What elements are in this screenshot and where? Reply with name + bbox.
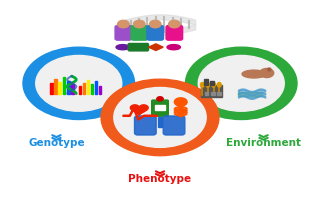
Bar xyxy=(58,82,61,94)
Ellipse shape xyxy=(268,68,271,71)
Polygon shape xyxy=(148,44,163,51)
Bar xyxy=(71,84,74,94)
Circle shape xyxy=(149,20,161,28)
Ellipse shape xyxy=(167,45,180,50)
Bar xyxy=(204,92,208,95)
Bar xyxy=(201,85,222,97)
Bar xyxy=(210,81,214,85)
Circle shape xyxy=(260,68,274,78)
Bar xyxy=(62,77,65,94)
FancyBboxPatch shape xyxy=(115,26,132,40)
Circle shape xyxy=(157,97,163,101)
FancyBboxPatch shape xyxy=(134,116,156,135)
Circle shape xyxy=(118,20,129,28)
Ellipse shape xyxy=(212,83,215,87)
FancyBboxPatch shape xyxy=(152,100,168,116)
Bar xyxy=(50,83,53,94)
Text: Environment: Environment xyxy=(226,138,301,148)
Text: Phenotype: Phenotype xyxy=(128,175,192,184)
Bar xyxy=(67,81,69,94)
FancyBboxPatch shape xyxy=(166,26,183,40)
Bar xyxy=(238,92,262,96)
Polygon shape xyxy=(130,105,148,115)
Bar xyxy=(180,103,182,116)
Bar xyxy=(155,105,165,110)
Ellipse shape xyxy=(200,83,204,87)
Bar xyxy=(54,79,57,94)
Bar xyxy=(79,86,81,94)
Circle shape xyxy=(101,79,219,156)
FancyBboxPatch shape xyxy=(128,43,148,51)
Bar xyxy=(204,79,208,85)
Circle shape xyxy=(36,56,122,111)
Circle shape xyxy=(169,20,180,28)
Circle shape xyxy=(198,56,284,111)
Circle shape xyxy=(186,47,297,119)
FancyBboxPatch shape xyxy=(147,26,164,40)
Bar xyxy=(83,83,85,94)
Text: Genotype: Genotype xyxy=(28,138,85,148)
Circle shape xyxy=(174,98,187,106)
Bar xyxy=(100,86,101,94)
Circle shape xyxy=(133,20,145,28)
Bar xyxy=(211,92,215,95)
Bar xyxy=(158,117,162,127)
Ellipse shape xyxy=(242,70,266,78)
Ellipse shape xyxy=(217,83,221,87)
Circle shape xyxy=(23,47,134,119)
FancyBboxPatch shape xyxy=(131,26,148,40)
FancyBboxPatch shape xyxy=(163,116,185,135)
Ellipse shape xyxy=(116,45,129,50)
Bar xyxy=(95,81,97,94)
Bar xyxy=(91,84,93,94)
Bar xyxy=(217,92,221,95)
Circle shape xyxy=(114,88,206,147)
Ellipse shape xyxy=(206,83,210,87)
Bar xyxy=(87,80,89,94)
